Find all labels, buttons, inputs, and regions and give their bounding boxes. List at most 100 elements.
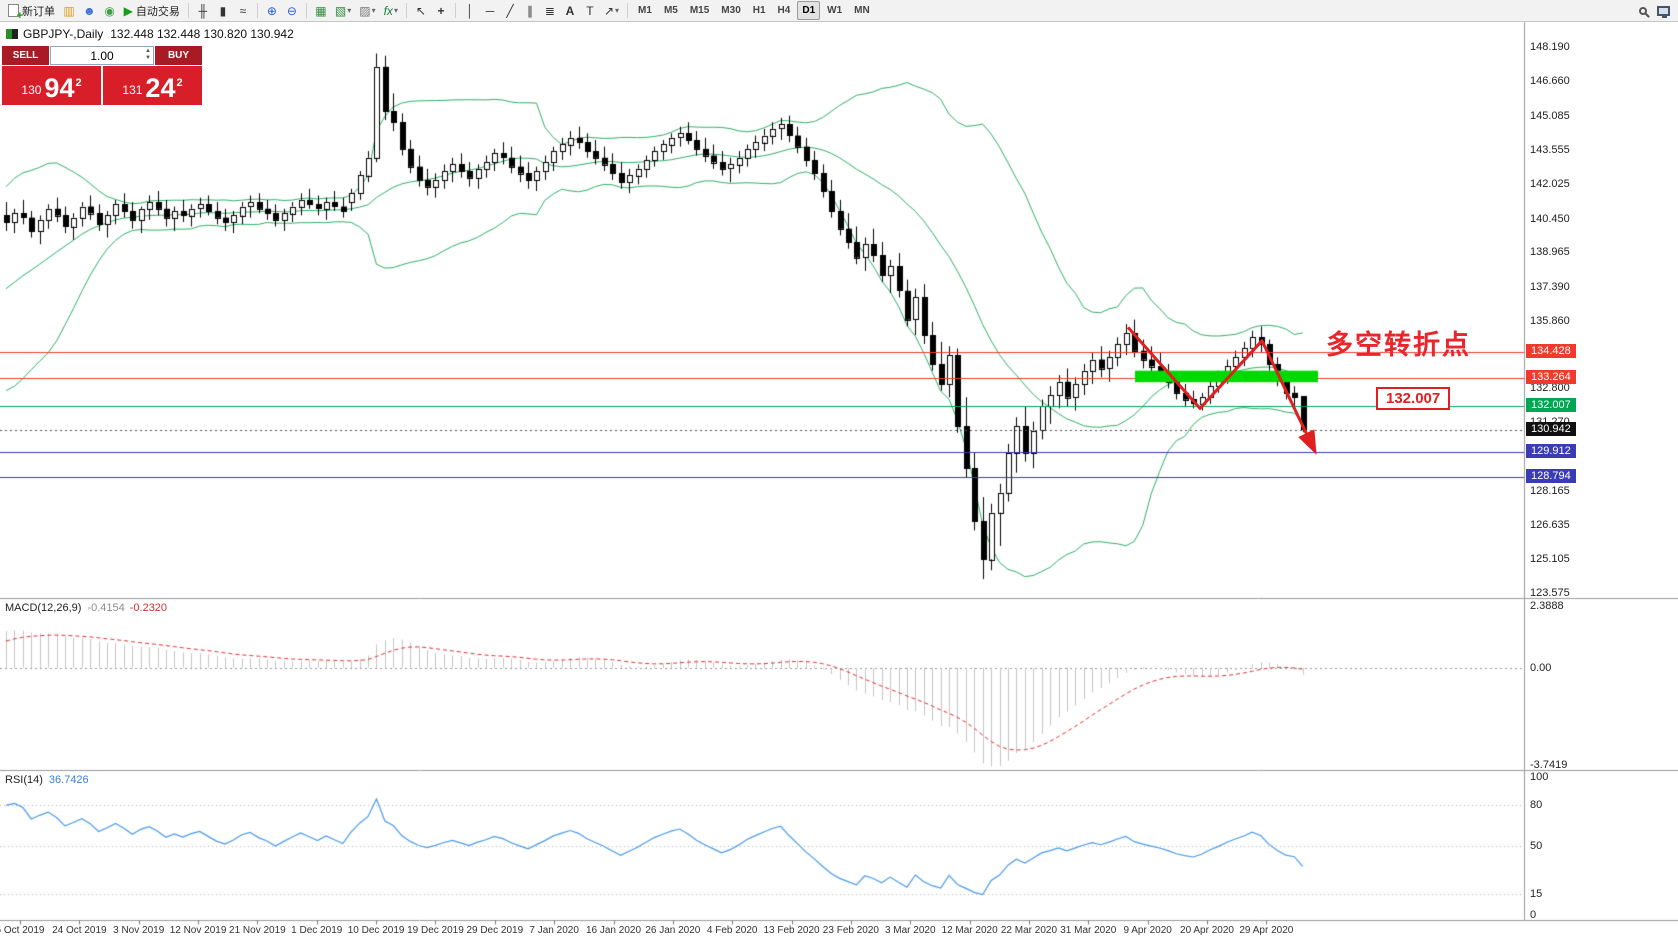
toolbar-separator	[305, 3, 307, 18]
rsi-axis-label: 100	[1530, 771, 1549, 784]
trendline-icon[interactable]: ╱	[506, 3, 514, 18]
date-axis-label: 21 Nov 2019	[229, 925, 286, 936]
navigator-icon[interactable]: ☻	[83, 3, 96, 18]
rsi-axis-label: 0	[1530, 908, 1537, 921]
profiles-icon[interactable]: ▨ ▾	[359, 3, 376, 18]
rsi-label: RSI(14) 36.7426	[5, 774, 89, 786]
date-axis-label: 16 Jan 2020	[585, 925, 642, 936]
sell-price-button[interactable]: 130 94 2	[2, 66, 101, 105]
lot-decrease-button[interactable]: ▼	[145, 55, 151, 61]
crosshair-icon[interactable]: +	[437, 3, 445, 18]
date-axis-label: 3 Mar 2020	[884, 925, 936, 936]
price-axis-label: 123.575	[1530, 587, 1570, 599]
tile-windows-icon[interactable]: ▦	[315, 3, 327, 18]
symbol-period-label: GBPJPY-,Daily	[23, 27, 104, 41]
lot-size-input[interactable]: 1.00 ▲ ▼	[50, 46, 154, 65]
terminal-icon[interactable]: ◉	[104, 3, 115, 18]
date-axis-label: 3 Nov 2019	[113, 925, 165, 936]
timeframe-m30[interactable]: M30	[721, 5, 741, 16]
zoom-out-icon[interactable]: ⊖	[286, 3, 297, 18]
sell-button[interactable]: SELL	[2, 46, 49, 65]
turning-point-annotation[interactable]: 多空转折点	[1326, 329, 1471, 360]
lot-size-value: 1.00	[90, 48, 114, 63]
fullscreen-icon[interactable]	[1653, 1, 1674, 21]
timeframe-w1[interactable]: W1	[827, 5, 843, 16]
price-axis-label: 140.450	[1530, 212, 1570, 225]
date-axis-label: 4 Feb 2020	[706, 925, 758, 936]
date-axis-label: 10 Dec 2019	[347, 925, 405, 936]
price-tag-128.794: 128.794	[1526, 469, 1576, 484]
text-tool-icon[interactable]: A	[565, 3, 575, 18]
date-axis-label: 19 Dec 2019	[407, 925, 464, 936]
price-flag-annotation[interactable]: 132.007	[1376, 387, 1451, 411]
price-tag-130.942: 130.942	[1526, 421, 1576, 436]
new-order-button[interactable]: 新订单	[4, 1, 59, 22]
toolbar-separator	[187, 3, 189, 18]
date-axis-label: 26 Jan 2020	[645, 925, 701, 936]
zoom-in-icon[interactable]: ⊕	[266, 3, 277, 18]
channel-icon[interactable]: ∥	[526, 3, 533, 18]
macd-axis-label: 0.00	[1530, 661, 1552, 674]
toolbar-separator	[454, 3, 456, 18]
search-icon[interactable]	[1633, 1, 1653, 21]
price-tag-129.912: 129.912	[1526, 444, 1576, 459]
price-axis[interactable]: 148.190 146.660 145.085 143.555 142.025 140.4…	[1526, 22, 1678, 921]
sell-price-big: 94	[44, 73, 75, 103]
timeframe-m15[interactable]: M15	[689, 5, 710, 16]
date-axis-label: 23 Feb 2020	[822, 925, 879, 936]
one-click-trading-panel: SELL 1.00 ▲ ▼ BUY 130 94 2 131 24 2	[2, 46, 202, 105]
price-tag-133.264: 133.264	[1526, 370, 1576, 385]
timeframe-h4[interactable]: H4	[777, 5, 791, 16]
lot-increase-button[interactable]: ▲	[145, 48, 151, 54]
chart-symbol-icon	[6, 29, 18, 39]
horizontal-line-icon[interactable]: ─	[485, 3, 495, 18]
price-axis-label: 126.635	[1530, 519, 1570, 532]
new-order-icon	[8, 4, 23, 22]
sell-price-sup: 2	[75, 77, 82, 89]
cursor-icon[interactable]: ↖	[415, 3, 426, 18]
new-order-label: 新订单	[22, 5, 55, 18]
vertical-line-icon[interactable]: │	[466, 3, 474, 18]
toolbar-separator	[256, 3, 258, 18]
macd-axis-label: -3.7419	[1530, 758, 1568, 771]
rsi-axis-label: 50	[1530, 840, 1543, 852]
timeframe-d1[interactable]: D1	[797, 1, 821, 20]
timeframe-mn[interactable]: MN	[854, 5, 870, 16]
indicators-icon[interactable]: fx ▾	[383, 3, 398, 18]
fibonacci-icon[interactable]: ≣	[544, 3, 555, 18]
date-axis-label: 7 Jan 2020	[529, 925, 579, 936]
buy-price-small: 131	[122, 83, 143, 97]
new-chart-icon[interactable]: ▧ ▾	[334, 3, 352, 18]
candlestick-mode-icon[interactable]: ▮	[219, 3, 227, 18]
timeframe-m1[interactable]: M1	[638, 5, 652, 16]
price-axis-label: 128.165	[1530, 485, 1570, 498]
date-axis-label: 20 Apr 2020	[1180, 925, 1234, 936]
date-axis-label: 9 Apr 2020	[1123, 925, 1172, 936]
sell-price-small: 130	[21, 83, 42, 97]
timeframe-m5[interactable]: M5	[663, 5, 678, 16]
market-watch-icon[interactable]: ▥	[63, 3, 75, 18]
rsi-axis-label: 80	[1530, 798, 1543, 811]
arrow-tools-icon[interactable]: ↗ ▾	[603, 3, 620, 18]
toolbar-separator	[405, 3, 407, 18]
price-axis-label: 146.660	[1530, 75, 1570, 87]
price-axis-label: 132.800	[1530, 382, 1570, 395]
price-axis-label: 138.965	[1530, 245, 1570, 258]
buy-price-sup: 2	[176, 77, 183, 89]
date-axis[interactable]: 5 Oct 2019 24 Oct 2019 3 Nov 2019 12 Nov 20…	[0, 923, 1524, 941]
date-axis-label: 13 Feb 2020	[763, 925, 820, 936]
rsi-axis-label: 15	[1530, 887, 1543, 900]
autotrading-button[interactable]: ▶ 自动交易	[120, 1, 184, 21]
date-axis-label: 1 Dec 2019	[291, 925, 343, 936]
date-axis-label: 24 Oct 2019	[52, 925, 107, 936]
bar-chart-mode-icon[interactable]: ╫	[198, 3, 208, 18]
text-label-icon[interactable]: T	[586, 3, 594, 18]
timeframe-h1[interactable]: H1	[752, 5, 766, 16]
buy-price-button[interactable]: 131 24 2	[103, 66, 202, 105]
line-chart-mode-icon[interactable]: ≈	[239, 3, 247, 18]
price-axis-label: 137.390	[1530, 280, 1570, 293]
macd-axis-label: 2.3888	[1530, 599, 1564, 612]
buy-button[interactable]: BUY	[155, 46, 202, 65]
